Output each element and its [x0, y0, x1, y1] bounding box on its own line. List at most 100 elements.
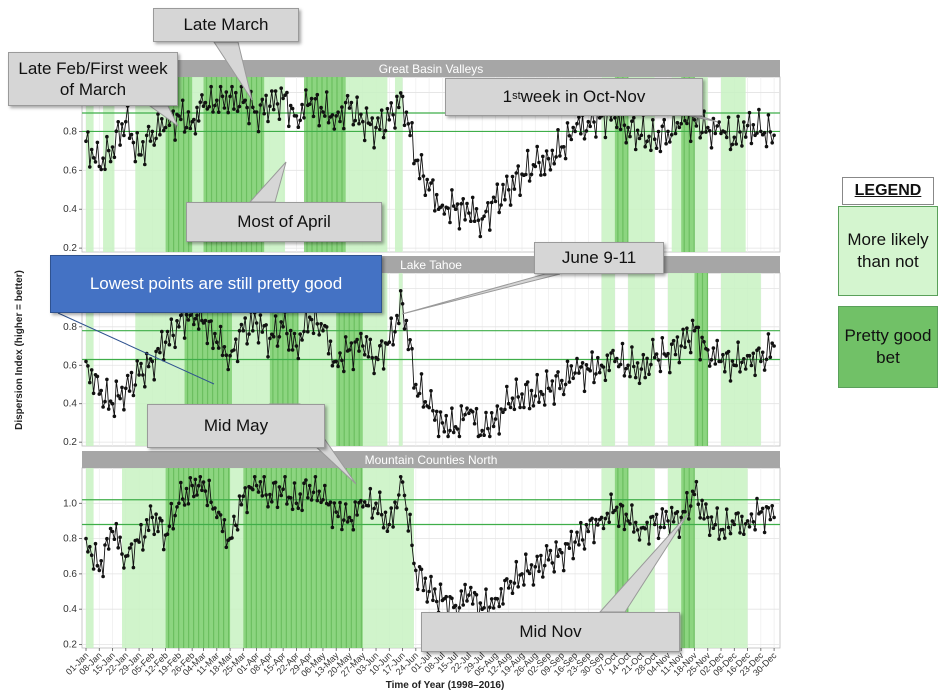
- data-point: [518, 193, 522, 197]
- data-point: [548, 548, 553, 553]
- data-point: [675, 335, 680, 339]
- data-point: [343, 100, 348, 105]
- data-point: [579, 520, 583, 525]
- data-point: [326, 502, 331, 507]
- data-point: [615, 356, 619, 361]
- data-point: [395, 313, 399, 318]
- data-point: [709, 515, 714, 519]
- data-point: [319, 322, 323, 326]
- data-point: [698, 516, 702, 520]
- data-point: [613, 359, 617, 364]
- data-point: [376, 116, 380, 120]
- data-point: [675, 510, 680, 514]
- data-point: [108, 526, 113, 531]
- data-point: [196, 483, 201, 488]
- data-point: [679, 344, 683, 348]
- data-point: [584, 363, 589, 367]
- data-point: [664, 509, 668, 514]
- data-point: [254, 483, 259, 488]
- data-point: [768, 355, 773, 360]
- data-point: [410, 121, 414, 125]
- data-point: [91, 391, 96, 396]
- data-point: [666, 519, 670, 523]
- data-point: [376, 511, 380, 516]
- data-point: [480, 428, 485, 433]
- data-point: [148, 139, 153, 143]
- data-point: [294, 114, 299, 118]
- data-point: [298, 492, 303, 496]
- data-point: [677, 535, 682, 539]
- data-point: [400, 480, 405, 484]
- data-point: [611, 348, 615, 353]
- data-point: [537, 569, 541, 574]
- data-point: [770, 504, 774, 508]
- data-point: [285, 331, 289, 336]
- data-point: [573, 371, 577, 375]
- data-point: [108, 399, 113, 404]
- data-point: [283, 475, 287, 479]
- data-point: [239, 322, 244, 327]
- data-point: [706, 348, 710, 352]
- data-point: [440, 421, 445, 425]
- data-point: [307, 102, 312, 106]
- data-point: [362, 352, 367, 357]
- data-point: [436, 434, 441, 439]
- data-point: [533, 394, 538, 398]
- data-point: [406, 529, 411, 533]
- data-point: [715, 124, 719, 128]
- data-point: [539, 553, 543, 558]
- data-point: [127, 389, 132, 393]
- data-point: [567, 546, 572, 550]
- data-point: [270, 500, 274, 504]
- data-point: [707, 533, 712, 537]
- data-point: [527, 406, 532, 411]
- data-point: [635, 361, 640, 365]
- data-point: [626, 363, 630, 368]
- data-point: [378, 490, 382, 495]
- data-point: [643, 526, 647, 531]
- data-point: [139, 361, 143, 366]
- data-point: [347, 348, 352, 352]
- data-point: [410, 346, 414, 351]
- data-point: [254, 110, 259, 114]
- data-point: [463, 218, 467, 222]
- data-point: [88, 165, 92, 169]
- data-point: [232, 107, 236, 111]
- data-point: [628, 521, 632, 526]
- data-point: [711, 526, 716, 530]
- data-point: [723, 536, 727, 540]
- data-point: [326, 120, 331, 125]
- data-point: [84, 359, 88, 364]
- data-point: [635, 528, 640, 532]
- data-point: [749, 141, 754, 146]
- data-point: [385, 106, 390, 111]
- data-point: [338, 119, 342, 124]
- data-point: [592, 380, 596, 385]
- data-point: [361, 505, 365, 509]
- x-axis: 01-Jan08-Jan15-Jan22-Jan29-Jan05-Feb12-F…: [64, 648, 779, 679]
- data-point: [558, 547, 562, 552]
- data-point: [190, 483, 194, 488]
- callout-late-feb: Late Feb/First week of March: [8, 52, 178, 106]
- data-point: [353, 500, 358, 504]
- june-pointer: [401, 273, 561, 315]
- data-point: [288, 328, 293, 333]
- data-point: [213, 103, 217, 108]
- data-point: [91, 156, 96, 160]
- data-point: [495, 182, 500, 186]
- data-point: [243, 98, 247, 103]
- data-point: [558, 154, 562, 158]
- data-point: [417, 176, 422, 181]
- data-point: [306, 496, 310, 500]
- y-tick-label: 0.4: [63, 399, 77, 410]
- data-point: [177, 114, 181, 118]
- data-point: [658, 525, 663, 530]
- data-point: [512, 187, 517, 191]
- data-point: [393, 330, 397, 334]
- data-point: [97, 392, 102, 396]
- data-point: [415, 158, 420, 163]
- data-point: [446, 434, 450, 439]
- data-point: [298, 332, 303, 336]
- data-point: [603, 378, 608, 383]
- data-point: [408, 133, 412, 138]
